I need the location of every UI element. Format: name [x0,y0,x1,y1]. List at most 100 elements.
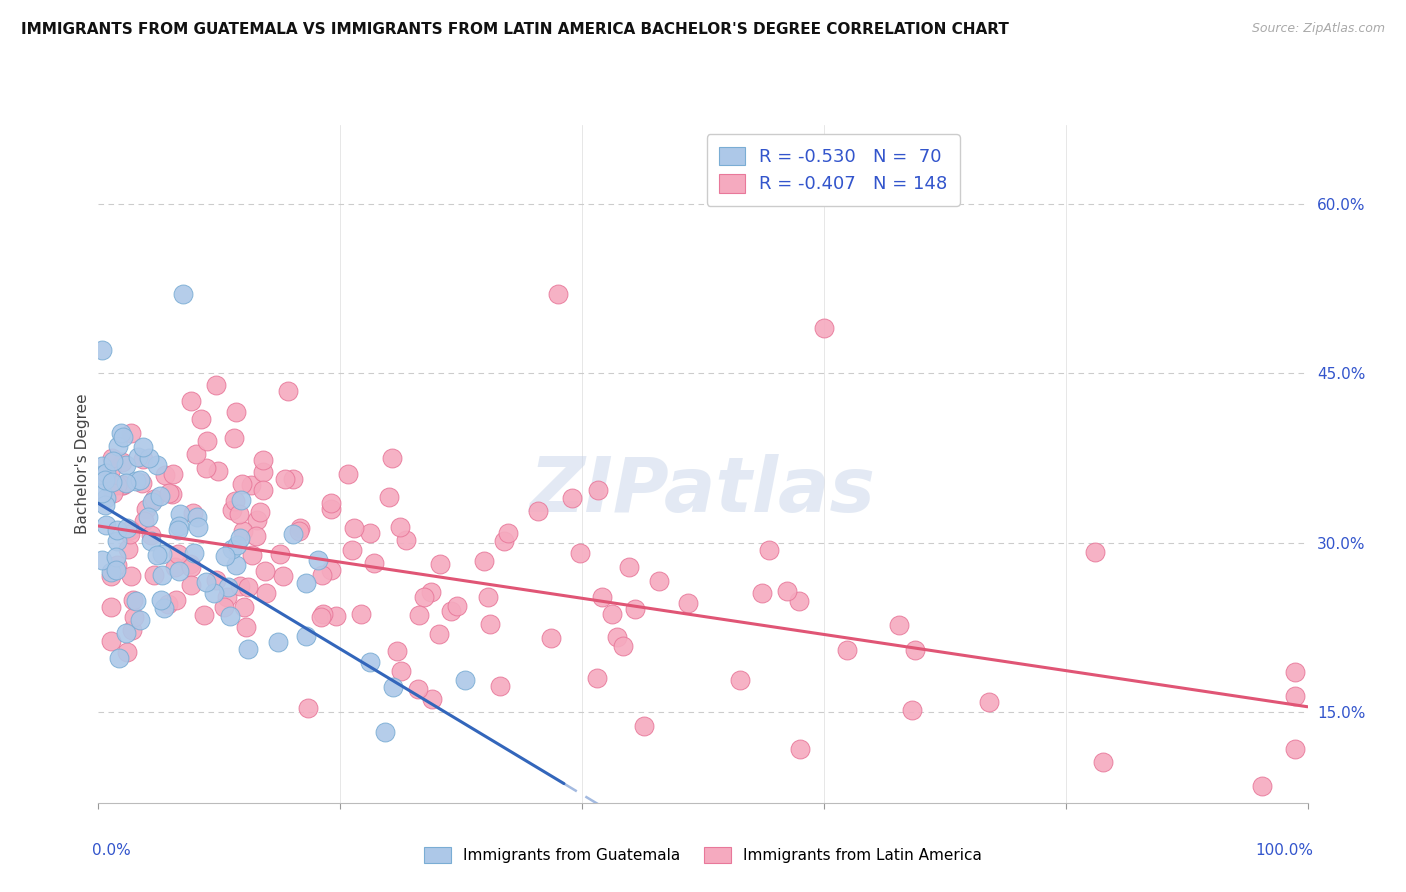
Immigrants from Guatemala [115,521,138,535]
Immigrants from Guatemala [195,575,218,590]
Immigrants from Latin America [561,491,583,505]
Immigrants from Guatemala [91,343,114,357]
Immigrants from Latin America [309,610,332,624]
Immigrants from Latin America [110,455,132,469]
Immigrants from Latin America [165,593,187,607]
Immigrants from Guatemala [172,287,194,301]
Immigrants from Latin America [340,543,363,558]
Immigrants from Latin America [648,574,671,589]
Immigrants from Guatemala [267,635,290,649]
Immigrants from Latin America [287,524,309,538]
Immigrants from Latin America [1091,756,1114,770]
Immigrants from Latin America [132,451,155,466]
Immigrants from Latin America [239,478,262,492]
Immigrants from Latin America [224,493,246,508]
Immigrants from Latin America [1284,689,1306,703]
Immigrants from Latin America [228,579,250,593]
Immigrants from Latin America [422,692,444,706]
Immigrants from Latin America [181,507,204,521]
Immigrants from Latin America [249,505,271,519]
Immigrants from Guatemala [96,491,118,506]
Immigrants from Guatemala [186,510,208,524]
Immigrants from Latin America [408,607,430,622]
Immigrants from Guatemala [91,486,114,500]
Immigrants from Guatemala [114,626,136,640]
Immigrants from Latin America [776,583,799,598]
Immigrants from Guatemala [107,439,129,453]
Immigrants from Guatemala [281,526,304,541]
Immigrants from Latin America [253,565,276,579]
Immigrants from Latin America [359,525,381,540]
Immigrants from Guatemala [96,466,118,480]
Immigrants from Guatemala [105,523,128,537]
Immigrants from Latin America [412,590,434,604]
Immigrants from Guatemala [221,541,243,556]
Immigrants from Latin America [118,527,141,541]
Immigrants from Latin America [336,467,359,481]
Immigrants from Guatemala [149,489,172,503]
Immigrants from Latin America [271,568,294,582]
Immigrants from Latin America [527,504,550,518]
Immigrants from Guatemala [382,680,405,694]
Immigrants from Latin America [165,560,187,574]
Immigrants from Latin America [586,671,609,685]
Immigrants from Latin America [221,502,243,516]
Immigrants from Latin America [728,673,751,687]
Immigrants from Latin America [236,580,259,594]
Immigrants from Latin America [600,607,623,621]
Immigrants from Guatemala [141,495,163,509]
Immigrants from Latin America [166,547,188,561]
Immigrants from Guatemala [229,531,252,545]
Immigrants from Latin America [157,486,180,500]
Immigrants from Latin America [162,467,184,481]
Immigrants from Latin America [112,478,135,492]
Immigrants from Latin America [100,462,122,476]
Immigrants from Latin America [321,495,343,509]
Immigrants from Guatemala [308,552,330,566]
Immigrants from Latin America [103,486,125,500]
Immigrants from Latin America [153,467,176,482]
Immigrants from Guatemala [128,473,150,487]
Immigrants from Guatemala [94,499,117,513]
Text: IMMIGRANTS FROM GUATEMALA VS IMMIGRANTS FROM LATIN AMERICA BACHELOR'S DEGREE COR: IMMIGRANTS FROM GUATEMALA VS IMMIGRANTS … [21,22,1010,37]
Immigrants from Latin America [180,394,202,409]
Immigrants from Latin America [889,618,911,632]
Immigrants from Guatemala [105,563,128,577]
Immigrants from Latin America [156,597,179,611]
Immigrants from Guatemala [219,608,242,623]
Immigrants from Latin America [568,546,591,560]
Immigrants from Latin America [277,384,299,398]
Immigrants from Latin America [204,573,226,587]
Immigrants from Guatemala [169,507,191,521]
Immigrants from Latin America [311,568,333,582]
Immigrants from Latin America [290,521,312,535]
Immigrants from Latin America [143,568,166,582]
Text: 100.0%: 100.0% [1256,844,1313,858]
Immigrants from Latin America [207,465,229,479]
Immigrants from Latin America [281,472,304,486]
Immigrants from Latin America [120,568,142,582]
Immigrants from Latin America [406,681,429,696]
Immigrants from Guatemala [91,458,114,473]
Immigrants from Guatemala [359,655,381,669]
Immigrants from Latin America [1284,741,1306,756]
Immigrants from Latin America [837,642,859,657]
Immigrants from Guatemala [111,430,134,444]
Immigrants from Latin America [225,404,247,418]
Immigrants from Guatemala [153,600,176,615]
Immigrants from Latin America [321,563,343,577]
Immigrants from Latin America [901,703,924,717]
Immigrants from Latin America [1284,665,1306,679]
Text: Source: ZipAtlas.com: Source: ZipAtlas.com [1251,22,1385,36]
Immigrants from Latin America [478,617,501,632]
Immigrants from Latin America [118,523,141,537]
Immigrants from Latin America [184,446,207,460]
Legend: R = -0.530   N =  70, R = -0.407   N = 148: R = -0.530 N = 70, R = -0.407 N = 148 [707,134,960,206]
Immigrants from Latin America [204,378,226,392]
Immigrants from Latin America [343,521,366,535]
Immigrants from Guatemala [146,458,169,472]
Immigrants from Guatemala [94,474,117,488]
Immigrants from Latin America [813,321,835,335]
Immigrants from Guatemala [138,451,160,466]
Immigrants from Guatemala [146,548,169,562]
